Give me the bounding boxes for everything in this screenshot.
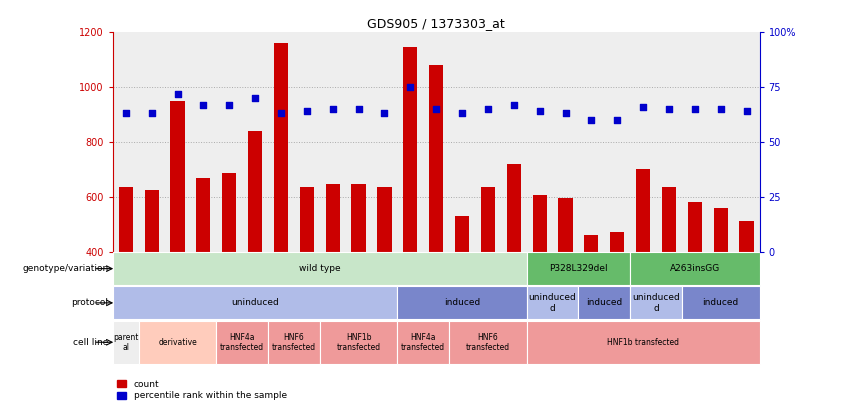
Text: parent
al: parent al xyxy=(113,333,139,352)
Text: uninduced: uninduced xyxy=(231,298,279,307)
Point xyxy=(378,110,391,117)
Point xyxy=(662,106,676,112)
Point xyxy=(507,102,521,108)
Bar xyxy=(119,187,133,252)
Text: P328L329del: P328L329del xyxy=(549,264,608,273)
Point xyxy=(481,106,495,112)
Bar xyxy=(740,222,753,252)
Bar xyxy=(558,198,573,252)
Text: cell line: cell line xyxy=(73,338,108,347)
Bar xyxy=(113,286,398,319)
Bar xyxy=(610,232,624,252)
Text: HNF1b transfected: HNF1b transfected xyxy=(607,338,679,347)
Bar xyxy=(268,321,319,364)
Bar xyxy=(378,187,391,252)
Bar xyxy=(352,184,365,252)
Legend: count, percentile rank within the sample: count, percentile rank within the sample xyxy=(117,380,286,401)
Bar xyxy=(319,321,398,364)
Bar xyxy=(630,252,760,285)
Bar xyxy=(662,187,676,252)
Bar xyxy=(398,286,527,319)
Text: derivative: derivative xyxy=(158,338,197,347)
Point xyxy=(170,90,184,97)
Bar xyxy=(687,202,702,252)
Bar xyxy=(222,173,236,252)
Bar xyxy=(398,321,449,364)
Text: protocol: protocol xyxy=(71,298,108,307)
Point xyxy=(455,110,469,117)
Bar xyxy=(584,235,598,252)
Point xyxy=(559,110,573,117)
Point xyxy=(610,117,624,123)
Bar xyxy=(113,252,527,285)
Bar xyxy=(274,43,288,252)
Title: GDS905 / 1373303_at: GDS905 / 1373303_at xyxy=(367,17,505,30)
Point xyxy=(248,95,262,101)
Bar xyxy=(145,190,159,252)
Text: wild type: wild type xyxy=(299,264,340,273)
Bar xyxy=(527,321,760,364)
Point xyxy=(740,108,753,115)
Bar xyxy=(527,286,578,319)
Point xyxy=(300,108,314,115)
Text: induced: induced xyxy=(444,298,480,307)
Point xyxy=(713,106,727,112)
Point xyxy=(119,110,133,117)
Bar xyxy=(113,321,139,364)
Text: induced: induced xyxy=(586,298,622,307)
Bar xyxy=(713,208,727,252)
Bar xyxy=(578,286,630,319)
Bar xyxy=(636,169,650,252)
Text: genotype/variation: genotype/variation xyxy=(23,264,108,273)
Text: induced: induced xyxy=(702,298,739,307)
Point xyxy=(274,110,288,117)
Bar xyxy=(429,65,444,252)
Bar xyxy=(682,286,760,319)
Bar xyxy=(630,286,682,319)
Point xyxy=(636,104,650,110)
Text: uninduced
d: uninduced d xyxy=(632,293,680,313)
Text: HNF6
transfected: HNF6 transfected xyxy=(466,333,510,352)
Text: A263insGG: A263insGG xyxy=(670,264,720,273)
Point xyxy=(196,102,210,108)
Bar xyxy=(196,177,210,252)
Point xyxy=(222,102,236,108)
Text: HNF4a
transfected: HNF4a transfected xyxy=(220,333,264,352)
Bar xyxy=(449,321,527,364)
Bar xyxy=(533,195,547,252)
Bar xyxy=(216,321,268,364)
Bar xyxy=(326,184,339,252)
Point xyxy=(352,106,365,112)
Text: HNF6
transfected: HNF6 transfected xyxy=(272,333,316,352)
Point xyxy=(584,117,598,123)
Point xyxy=(533,108,547,115)
Bar xyxy=(481,187,495,252)
Bar xyxy=(299,187,314,252)
Bar xyxy=(527,252,630,285)
Bar xyxy=(455,216,469,252)
Bar xyxy=(248,131,262,252)
Point xyxy=(145,110,159,117)
Text: uninduced
d: uninduced d xyxy=(529,293,576,313)
Point xyxy=(429,106,443,112)
Point xyxy=(326,106,339,112)
Bar xyxy=(507,164,521,252)
Bar xyxy=(404,47,418,252)
Bar xyxy=(139,321,216,364)
Point xyxy=(687,106,701,112)
Text: HNF1b
transfected: HNF1b transfected xyxy=(337,333,381,352)
Point xyxy=(404,84,418,90)
Text: HNF4a
transfected: HNF4a transfected xyxy=(401,333,445,352)
Bar xyxy=(170,101,185,252)
